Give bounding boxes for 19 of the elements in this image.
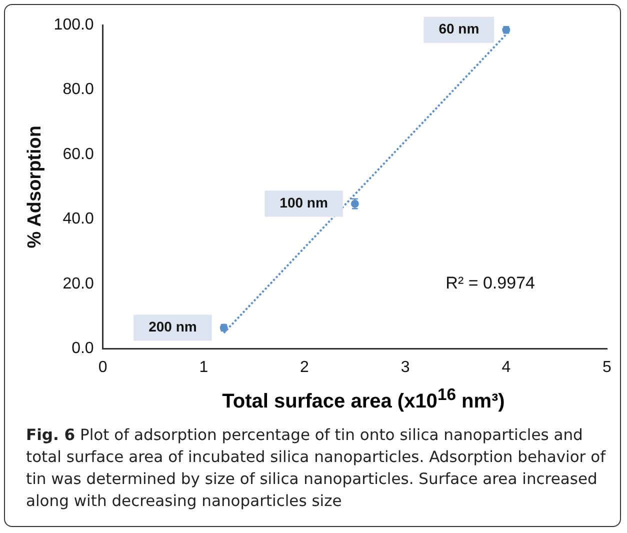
annotation: R² = 0.9974: [446, 274, 535, 293]
caption: Fig. 6: [26, 426, 76, 444]
y-tick-label: 40.0: [62, 210, 94, 228]
y-tick-label: 100.0: [54, 16, 94, 34]
x-tick-label: 0: [98, 358, 108, 376]
x-tick-label: 2: [300, 358, 310, 376]
annotation: 60 nm: [438, 20, 480, 37]
y-tick-label: 60.0: [62, 146, 94, 163]
y-tick-label: 80.0: [62, 81, 94, 98]
x-tick-label: 1: [199, 358, 208, 376]
x-tick-label: 3: [400, 358, 410, 376]
y-axis-title: % Adsorption: [24, 126, 46, 248]
annotation: 100 nm: [280, 194, 328, 211]
y-tick-label: 20.0: [62, 275, 94, 292]
x-tick-label: 4: [502, 358, 511, 376]
y-tick-label: 0.0: [72, 340, 94, 358]
x-axis-title: Total surface area (x10$^{16}$ nm³): [221, 385, 506, 414]
annotation: 200 nm: [148, 318, 197, 335]
x-tick-label: 5: [602, 358, 612, 376]
